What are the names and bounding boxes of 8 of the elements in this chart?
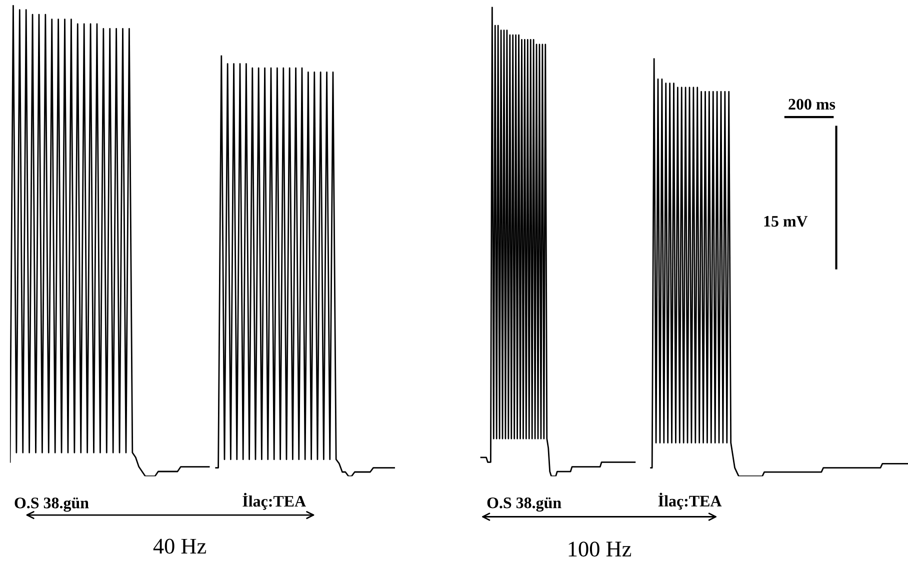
annotation: 15 mV	[764, 216, 808, 227]
text: 100 Hz	[568, 542, 632, 557]
x-axis-title: İlaç:TEA	[242, 492, 306, 510]
x-axis-title: O.S 38.gün	[487, 497, 562, 512]
x-axis-title: O.S 38.gün	[14, 498, 89, 512]
annotation: 200 ms	[788, 98, 836, 110]
x-axis-title: İlaç:TEA	[658, 492, 722, 510]
text: 40 Hz	[153, 538, 206, 554]
